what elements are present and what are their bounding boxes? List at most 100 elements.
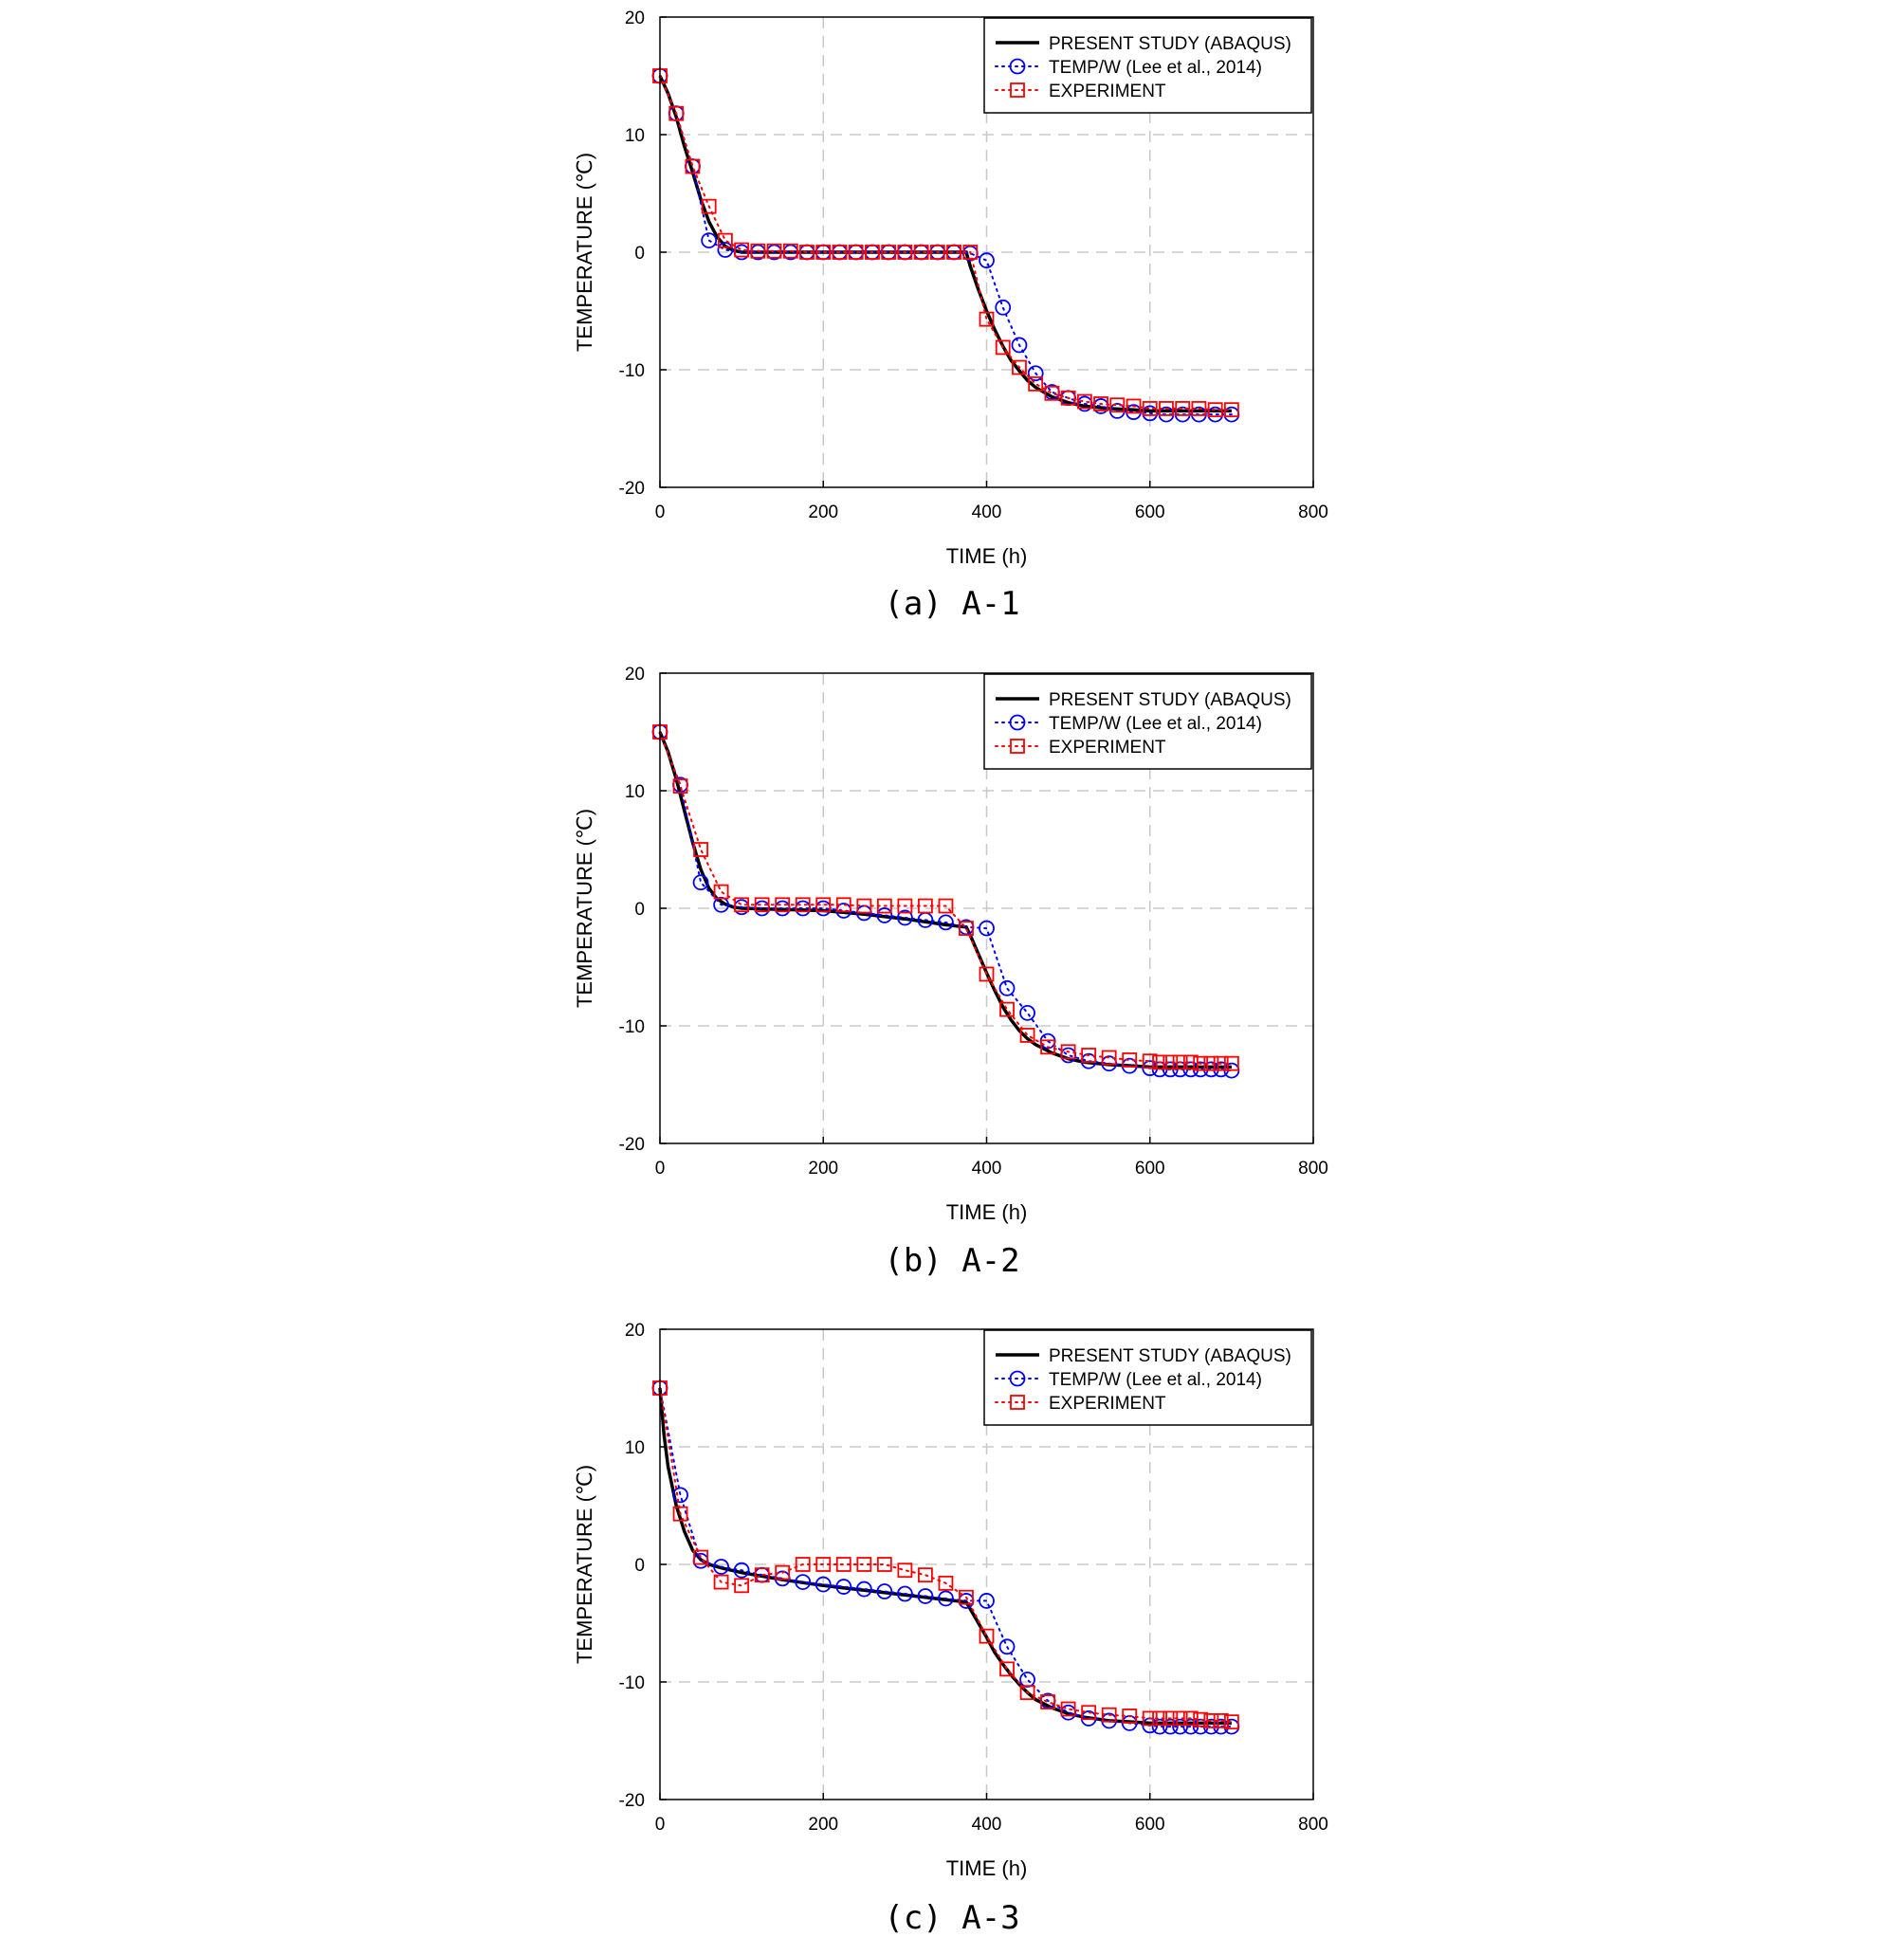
data-point-square	[1223, 1714, 1239, 1730]
data-point-square	[1012, 359, 1027, 375]
data-point-circle	[979, 920, 995, 937]
data-point-square	[685, 158, 701, 174]
data-point-square	[876, 898, 892, 914]
y-axis-label: TEMPERATURE (℃)	[573, 809, 596, 1008]
data-point-square	[718, 232, 733, 248]
data-point-square	[897, 898, 913, 914]
x-tick-label: 600	[1135, 1159, 1165, 1179]
y-tick-label: 10	[625, 126, 645, 146]
legend-label-2: EXPERIMENT	[1049, 82, 1166, 101]
data-point-square	[1152, 1710, 1167, 1727]
legend-marker-circle	[1009, 714, 1026, 731]
data-point-square	[835, 1557, 851, 1572]
legend-label-1: TEMP/W (Lee et al., 2014)	[1049, 1370, 1262, 1390]
data-point-square	[856, 1557, 872, 1572]
data-point-circle	[995, 299, 1012, 316]
data-point-circle	[876, 1583, 893, 1599]
data-point-square	[795, 897, 811, 913]
data-point-square	[672, 778, 688, 794]
data-point-square	[754, 897, 770, 913]
data-point-square	[693, 1549, 708, 1565]
data-point-square	[1213, 1713, 1229, 1728]
legend-label-0: PRESENT STUDY (ABAQUS)	[1049, 690, 1291, 710]
x-tick-label: 200	[808, 503, 838, 522]
legend: PRESENT STUDY (ABAQUS) TEMP/W (Lee et al.…	[983, 673, 1312, 770]
x-tick-label: 200	[808, 1159, 838, 1179]
plot-frame	[659, 1328, 1314, 1800]
caption-b: (b) A-2	[884, 1242, 1020, 1280]
data-point-square	[795, 1557, 811, 1572]
data-point-circle	[979, 252, 995, 269]
data-point-square	[999, 1661, 1015, 1677]
data-point-square	[1191, 401, 1207, 416]
data-point-square	[1223, 402, 1239, 418]
data-point-square	[1101, 1707, 1117, 1723]
data-point-square	[1093, 396, 1108, 411]
data-point-circle	[795, 1574, 812, 1590]
data-point-square	[1172, 1710, 1188, 1727]
data-point-square	[1101, 1050, 1117, 1066]
data-point-square	[938, 1575, 954, 1591]
y-axis-label: TEMPERATURE (℃)	[573, 1465, 596, 1664]
y-axis-label: TEMPERATURE (℃)	[573, 153, 596, 352]
plot-frame	[659, 672, 1314, 1144]
y-tick-label: -10	[619, 1017, 645, 1037]
data-point-square	[750, 243, 766, 259]
x-tick-label: 800	[1298, 1815, 1328, 1835]
y-tick-label: 20	[625, 1321, 645, 1341]
x-tick-label: 400	[972, 1815, 1002, 1835]
data-point-square	[693, 842, 708, 857]
data-point-square	[848, 245, 864, 260]
series-line-2	[659, 75, 1233, 411]
data-point-square	[1019, 1028, 1035, 1043]
x-tick-label: 600	[1135, 503, 1165, 522]
data-point-square	[1109, 397, 1126, 413]
legend: PRESENT STUDY (ABAQUS) TEMP/W (Lee et al.…	[983, 1329, 1312, 1426]
chart-panel-2: 0 200 400 600 800 -20 -10 0 10 20 TIME (h) TEMPERAT…	[573, 1321, 1328, 1880]
data-point-square	[815, 1557, 832, 1572]
x-tick-label: 0	[655, 1159, 666, 1179]
data-point-square	[713, 884, 729, 900]
data-point-square	[865, 245, 880, 260]
data-point-square	[1159, 401, 1174, 416]
series-line-0	[658, 1387, 1232, 1726]
legend-marker-square	[1010, 82, 1025, 98]
data-point-square	[1126, 398, 1142, 414]
y-tick-label: -10	[619, 361, 645, 381]
legend-box	[983, 1329, 1312, 1426]
y-tick-label: -20	[619, 479, 645, 499]
data-point-square	[815, 245, 832, 260]
legend-box	[983, 673, 1312, 770]
data-point-square	[999, 1001, 1015, 1017]
legend-label-0: PRESENT STUDY (ABAQUS)	[1049, 34, 1291, 54]
x-tick-label: 600	[1135, 1815, 1165, 1835]
data-point-square	[1076, 393, 1092, 410]
legend-label-2: EXPERIMENT	[1049, 738, 1166, 758]
data-point-square	[668, 105, 685, 121]
data-point-square	[1203, 1713, 1219, 1728]
data-point-circle	[713, 1559, 729, 1575]
data-point-square	[1203, 1055, 1219, 1071]
data-point-square	[1182, 1710, 1199, 1727]
data-point-square	[1193, 1711, 1209, 1727]
legend-box	[983, 17, 1312, 114]
data-point-circle	[938, 1590, 954, 1607]
data-point-circle	[998, 1638, 1016, 1655]
data-point-square	[1122, 1709, 1138, 1724]
data-point-square	[913, 245, 929, 260]
data-point-square	[979, 966, 995, 982]
y-tick-label: 20	[625, 9, 645, 28]
data-point-square	[1081, 1048, 1097, 1063]
data-point-square	[918, 1567, 933, 1583]
legend-label-0: PRESENT STUDY (ABAQUS)	[1049, 1346, 1291, 1366]
data-point-circle	[1027, 365, 1044, 382]
data-point-square	[1142, 1053, 1158, 1069]
data-point-square	[672, 1506, 688, 1522]
data-point-square	[1040, 1694, 1055, 1709]
data-point-square	[782, 243, 798, 259]
data-point-circle	[896, 909, 913, 926]
data-point-circle	[896, 1585, 913, 1602]
data-point-square	[713, 1574, 729, 1590]
y-tick-label: 10	[625, 1438, 645, 1458]
